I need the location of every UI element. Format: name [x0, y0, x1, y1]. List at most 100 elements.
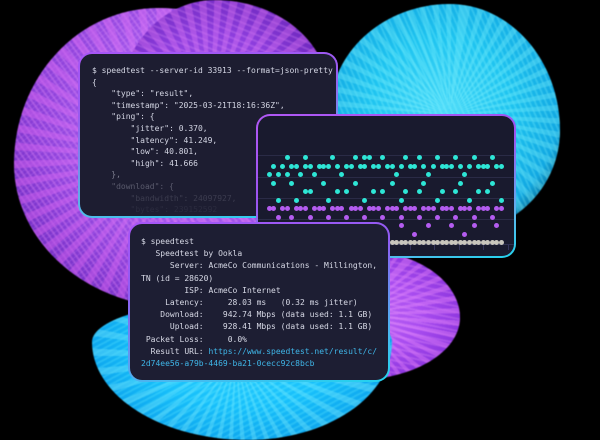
- chart-dot-ping: [421, 240, 426, 245]
- chart-dot-upload: [380, 215, 385, 220]
- chart-dot-download: [335, 164, 340, 169]
- chart-dot-download: [321, 164, 326, 169]
- chart-dot-download: [380, 189, 385, 194]
- chart-gridline: [258, 198, 514, 199]
- chart-dot-upload: [494, 223, 499, 228]
- chart-gridline: [258, 219, 514, 220]
- chart-dot-upload: [339, 206, 344, 211]
- terminal-window-result[interactable]: $ speedtest Speedtest by Ookla Server: A…: [128, 222, 390, 382]
- dot-scatter-chart: [258, 116, 514, 256]
- chart-dot-download: [449, 164, 454, 169]
- chart-dot-upload: [294, 206, 299, 211]
- chart-dot-upload: [449, 206, 454, 211]
- chart-dot-download: [298, 172, 303, 177]
- chart-dot-ping: [403, 240, 408, 245]
- chart-dot-download: [399, 164, 404, 169]
- chart-dot-upload: [494, 206, 499, 211]
- chart-dot-download: [394, 172, 399, 177]
- chart-dot-download: [349, 164, 354, 169]
- chart-dot-ping: [485, 240, 490, 245]
- chart-dot-download: [403, 189, 408, 194]
- json-line: "jitter": 0.370,: [92, 123, 208, 133]
- result-row: Packet Loss: 0.0%: [141, 334, 247, 344]
- chart-dot-upload: [385, 206, 390, 211]
- chart-dot-ping: [490, 240, 495, 245]
- json-line: "download": {: [92, 181, 174, 191]
- chart-dot-upload: [412, 232, 417, 237]
- chart-dot-download: [481, 164, 486, 169]
- chart-dot-upload: [421, 206, 426, 211]
- chart-dot-upload: [481, 206, 486, 211]
- chart-dot-download: [289, 164, 294, 169]
- chart-dot-download: [271, 164, 276, 169]
- chart-gridline: [258, 177, 514, 178]
- chart-dot-download: [485, 189, 490, 194]
- chart-dot-upload: [426, 206, 431, 211]
- json-line: "bytes": 239152592: [92, 205, 218, 215]
- chart-dot-download: [339, 172, 344, 177]
- chart-dot-download: [440, 189, 445, 194]
- chart-dot-upload: [349, 206, 354, 211]
- chart-dot-download: [462, 172, 467, 177]
- chart-dot-download: [371, 189, 376, 194]
- chart-dot-download: [362, 164, 367, 169]
- chart-axis-tick: [508, 245, 509, 250]
- chart-dot-upload: [440, 206, 445, 211]
- chart-dot-download: [280, 164, 285, 169]
- chart-dot-download: [371, 164, 376, 169]
- chart-dot-upload: [472, 223, 477, 228]
- chart-dot-ping: [449, 240, 454, 245]
- chart-dot-upload: [431, 206, 436, 211]
- chart-dot-upload: [371, 206, 376, 211]
- chart-dot-download: [499, 164, 504, 169]
- chart-dot-download: [426, 172, 431, 177]
- chart-dot-upload: [321, 206, 326, 211]
- chart-dot-upload: [399, 223, 404, 228]
- chart-dot-upload: [412, 206, 417, 211]
- chart-dot-download: [390, 181, 395, 186]
- chart-dot-download: [458, 181, 463, 186]
- chart-dot-download: [358, 164, 363, 169]
- chart-dot-upload: [280, 206, 285, 211]
- chart-dot-ping: [440, 240, 445, 245]
- result-row: ISP: AcmeCo Internet: [141, 285, 281, 295]
- chart-axis-tick: [483, 245, 484, 250]
- json-line: "high": 41.666: [92, 158, 198, 168]
- chart-dot-download: [303, 164, 308, 169]
- chart-dot-download: [376, 164, 381, 169]
- speedtest-result-text: $ speedtest Speedtest by Ookla Server: A…: [130, 224, 388, 380]
- chart-dot-download: [308, 189, 313, 194]
- chart-dot-upload: [285, 206, 290, 211]
- chart-dot-upload: [499, 206, 504, 211]
- result-row: Server: AcmeCo Communications - Millingt…: [141, 261, 382, 283]
- chart-dot-upload: [312, 206, 317, 211]
- result-row: Upload: 928.41 Mbps (data used: 1.1 GB): [141, 322, 373, 332]
- chart-dot-upload: [426, 223, 431, 228]
- result-row: Download: 942.74 Mbps (data used: 1.1 GB…: [141, 310, 373, 320]
- chart-dot-download: [326, 198, 331, 203]
- chart-dot-download: [294, 198, 299, 203]
- chart-dot-upload: [462, 206, 467, 211]
- chart-dot-upload: [390, 206, 395, 211]
- chart-dot-download: [490, 181, 495, 186]
- chart-dot-download: [467, 198, 472, 203]
- chart-dot-download: [403, 155, 408, 160]
- chart-dot-download: [330, 155, 335, 160]
- result-url-link[interactable]: https://www.speedtest.net/result/c/2d74e…: [141, 346, 378, 369]
- chart-body: [258, 116, 514, 256]
- chart-dot-download: [362, 198, 367, 203]
- chart-dot-upload: [444, 206, 449, 211]
- chart-dot-upload: [353, 206, 358, 211]
- json-output-text: $ speedtest --server-id 33913 --format=j…: [80, 54, 336, 216]
- chart-dot-download: [440, 164, 445, 169]
- chart-dot-ping: [453, 240, 458, 245]
- chart-dot-upload: [417, 215, 422, 220]
- chart-dot-download: [435, 198, 440, 203]
- chart-dot-download: [353, 181, 358, 186]
- chart-dot-download: [431, 164, 436, 169]
- chart-dot-download: [453, 189, 458, 194]
- chart-dot-download: [494, 164, 499, 169]
- chart-dot-upload: [376, 206, 381, 211]
- chart-dot-download: [390, 164, 395, 169]
- result-brand-line: Speedtest by Ookla: [141, 249, 243, 259]
